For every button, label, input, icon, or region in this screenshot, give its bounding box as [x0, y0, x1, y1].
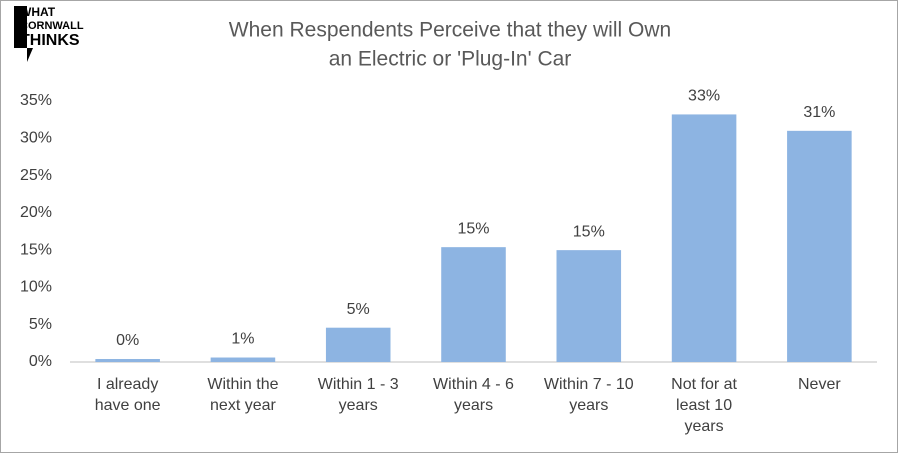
logo-text: WHAT	[20, 5, 56, 19]
x-tick-label: Within 1 - 3 years	[318, 376, 399, 414]
x-tick-label: I already have one	[95, 376, 161, 414]
x-tick-line: Not for at	[671, 376, 737, 393]
x-tick-label: Within 4 - 6 years	[433, 376, 514, 414]
y-tick-label: 5%	[29, 316, 52, 333]
x-tick-line: next year	[210, 397, 276, 414]
x-tick-line: have one	[95, 397, 161, 414]
x-tick-label: Not for at least 10 years	[671, 376, 737, 435]
bar	[210, 357, 276, 362]
y-tick-label: 15%	[20, 241, 52, 258]
chart-title: When Respendents Perceive that they will…	[229, 19, 671, 42]
x-tick-line: Never	[798, 376, 841, 393]
value-label: 5%	[347, 301, 370, 318]
x-tick-line: Within 4 - 6	[433, 376, 514, 393]
x-tick-label: Within the next year	[207, 376, 278, 414]
y-tick-label: 0%	[29, 353, 52, 370]
logo-mark	[14, 6, 33, 62]
x-tick-line: I already	[97, 376, 158, 393]
bar	[671, 114, 737, 363]
y-tick-label: 30%	[20, 130, 52, 147]
value-label: 15%	[573, 223, 605, 240]
y-tick-label: 20%	[20, 204, 52, 221]
x-tick-line: Within 7 - 10	[544, 376, 634, 393]
y-tick-label: 35%	[20, 92, 52, 109]
bar	[95, 359, 160, 362]
bar	[556, 250, 622, 362]
bar	[787, 130, 852, 362]
chart-title: an Electric or 'Plug-In' Car	[329, 48, 572, 71]
logo-text: THINKS	[20, 32, 80, 49]
x-tick-line: years	[339, 397, 378, 414]
value-label: 31%	[803, 104, 835, 121]
logo-text: CORNWALL	[20, 20, 84, 32]
bar	[441, 247, 506, 362]
value-label: 1%	[231, 331, 254, 348]
value-label: 33%	[688, 88, 720, 105]
bar	[325, 327, 391, 362]
x-tick-line: least 10	[676, 397, 732, 414]
x-tick-line: Within 1 - 3	[318, 376, 399, 393]
value-label: 15%	[457, 220, 489, 237]
y-tick-label: 10%	[20, 279, 52, 296]
x-tick-label: Within 7 - 10 years	[544, 376, 634, 414]
x-tick-line: years	[685, 418, 724, 435]
x-tick-line: years	[454, 397, 493, 414]
value-label: 0%	[116, 332, 139, 349]
y-tick-label: 25%	[20, 167, 52, 184]
x-tick-line: years	[569, 397, 608, 414]
x-tick-line: Within the	[207, 376, 278, 393]
x-tick-label: Never	[798, 376, 841, 393]
